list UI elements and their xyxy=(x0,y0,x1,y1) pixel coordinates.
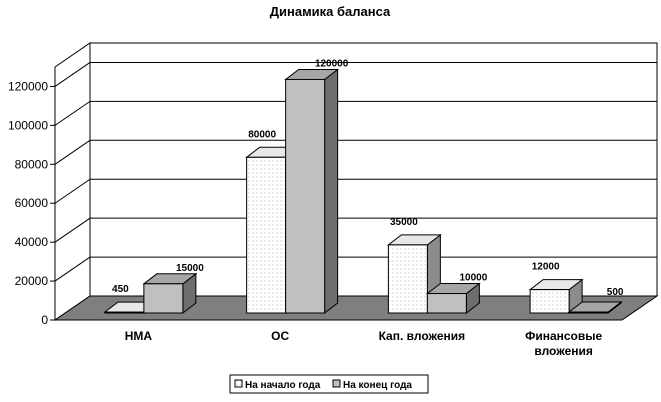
chart-title: Динамика баланса xyxy=(270,4,391,19)
gridline-side xyxy=(54,217,91,243)
bar-front xyxy=(285,78,326,314)
category-label: Кап. вложения xyxy=(379,329,466,343)
bars xyxy=(103,68,623,315)
bar-front xyxy=(246,156,287,314)
y-tick-label: 60000 xyxy=(15,196,49,210)
legend-swatch xyxy=(234,379,243,388)
data-labels: 450 15000 80000 120000 35000 10000 12000 500 xyxy=(112,58,624,298)
gridline-side xyxy=(54,178,91,204)
gridlines xyxy=(54,61,657,282)
legend-swatch xyxy=(332,379,341,388)
chart-walls xyxy=(54,42,658,321)
side-wall xyxy=(54,42,91,321)
bar-front xyxy=(426,293,467,314)
category-label: Финансовые xyxy=(525,329,602,343)
back-wall xyxy=(89,42,658,297)
y-tick-label: 100000 xyxy=(8,118,48,132)
gridline-side xyxy=(54,62,91,87)
data-label: 450 xyxy=(112,284,129,295)
bar-end-0 xyxy=(142,272,198,315)
bar-front xyxy=(529,289,570,314)
bar-end-1 xyxy=(284,68,340,315)
bar-front xyxy=(143,283,184,314)
gridline-side xyxy=(54,256,91,282)
category-label: ОС xyxy=(271,329,289,343)
data-label: 35000 xyxy=(390,217,418,228)
legend: На начало года На конец года xyxy=(229,374,429,394)
floor xyxy=(53,295,659,321)
bar-side xyxy=(324,68,339,315)
bar-end-2 xyxy=(425,282,481,315)
data-label: 12000 xyxy=(532,262,560,273)
data-label: 500 xyxy=(607,287,624,298)
data-label: 120000 xyxy=(315,58,349,69)
data-label: 80000 xyxy=(248,129,276,140)
data-label: 15000 xyxy=(176,263,204,274)
y-tick-label: 20000 xyxy=(15,274,49,288)
y-tick-label: 120000 xyxy=(8,79,48,93)
data-label: 10000 xyxy=(459,273,487,284)
legend-label: На конец года xyxy=(343,380,412,391)
bar-front xyxy=(104,311,145,314)
category-label: вложения xyxy=(534,344,593,358)
chart-floor xyxy=(53,295,659,321)
legend-label: На начало года xyxy=(245,380,321,391)
category-label: НМА xyxy=(125,329,153,343)
y-tick-label: 80000 xyxy=(15,157,49,171)
y-axis: 0 20000 40000 60000 80000 100000 120000 xyxy=(8,67,56,327)
gridline-side xyxy=(54,100,91,126)
bar-front xyxy=(568,311,609,314)
gridline-side xyxy=(54,139,91,165)
y-tick-label: 40000 xyxy=(15,235,49,249)
y-tick-label: 0 xyxy=(41,313,48,327)
bar-front xyxy=(387,244,428,314)
bar-end-3 xyxy=(567,301,623,315)
legend-box xyxy=(229,374,429,394)
